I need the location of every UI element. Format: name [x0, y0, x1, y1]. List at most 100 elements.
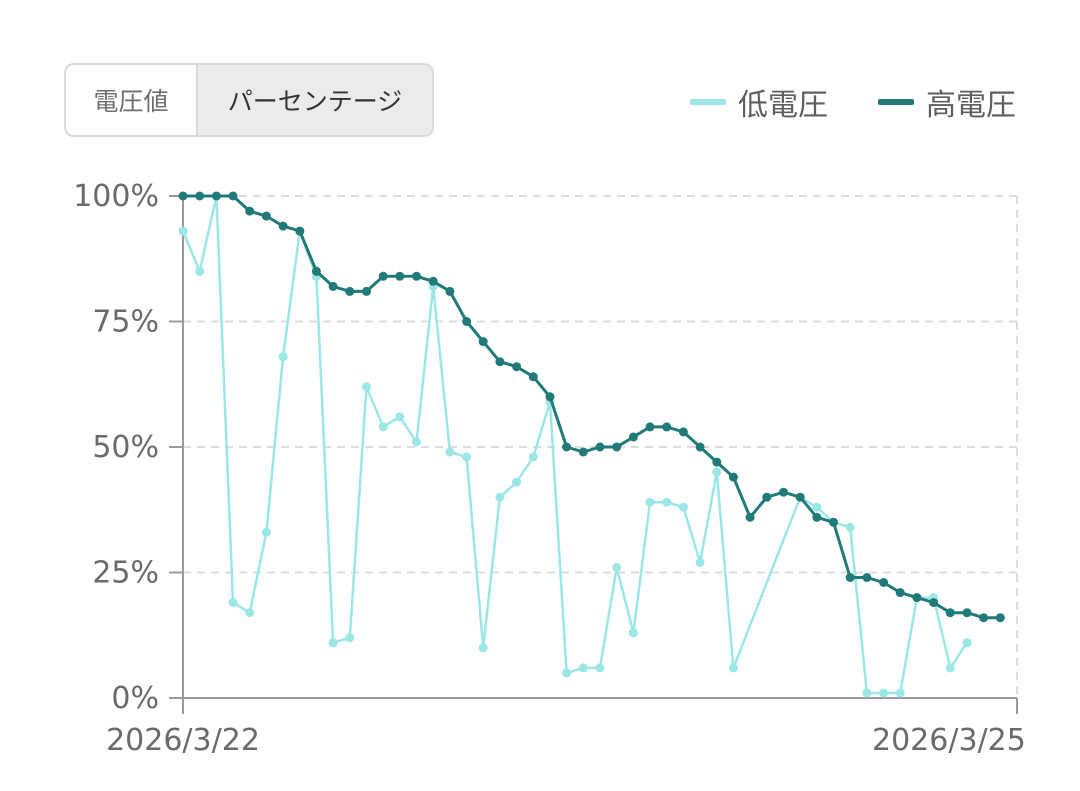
data-point[interactable] — [879, 688, 889, 698]
data-point[interactable] — [628, 432, 638, 442]
data-point[interactable] — [862, 573, 872, 582]
data-point[interactable] — [228, 191, 238, 201]
data-point[interactable] — [678, 502, 688, 512]
data-point[interactable] — [528, 372, 538, 382]
data-point[interactable] — [595, 663, 605, 673]
data-point[interactable] — [545, 392, 555, 402]
data-point[interactable] — [345, 286, 355, 296]
data-point[interactable] — [412, 271, 421, 281]
data-point[interactable] — [195, 266, 205, 276]
data-point[interactable] — [745, 512, 755, 522]
data-point[interactable] — [645, 497, 655, 507]
data-point[interactable] — [528, 452, 538, 462]
data-point[interactable] — [261, 211, 271, 221]
data-point[interactable] — [378, 422, 388, 432]
data-point[interactable] — [845, 522, 855, 532]
data-point[interactable] — [879, 578, 889, 587]
y-tick-label: 75% — [92, 305, 159, 340]
data-point[interactable] — [278, 221, 288, 231]
data-point[interactable] — [245, 608, 255, 618]
data-point[interactable] — [245, 206, 255, 216]
chart-legend: 低電圧 高電圧 — [640, 80, 1016, 124]
data-point[interactable] — [512, 362, 522, 372]
data-point[interactable] — [812, 512, 822, 522]
data-point[interactable] — [662, 497, 672, 507]
data-point[interactable] — [195, 191, 205, 201]
data-point[interactable] — [862, 688, 872, 698]
data-point[interactable] — [412, 437, 421, 447]
data-point[interactable] — [445, 286, 455, 296]
data-point[interactable] — [495, 492, 505, 502]
data-point[interactable] — [712, 467, 722, 477]
percentage-button[interactable]: パーセンテージ — [198, 65, 432, 135]
data-point[interactable] — [595, 442, 605, 452]
data-point[interactable] — [395, 271, 405, 281]
data-point[interactable] — [395, 412, 405, 422]
data-point[interactable] — [178, 191, 188, 201]
data-point[interactable] — [695, 558, 705, 567]
data-point[interactable] — [562, 442, 572, 452]
data-point[interactable] — [495, 357, 505, 367]
data-point[interactable] — [912, 593, 922, 603]
data-point[interactable] — [678, 427, 688, 437]
x-tick-label-start: 2026/3/22 — [106, 723, 260, 758]
low-voltage-swatch — [690, 99, 726, 105]
data-point[interactable] — [295, 226, 305, 236]
data-point[interactable] — [578, 447, 588, 457]
data-point[interactable] — [328, 638, 338, 648]
data-point[interactable] — [612, 563, 622, 572]
data-point[interactable] — [945, 608, 955, 618]
data-point[interactable] — [328, 281, 338, 291]
data-point[interactable] — [278, 352, 288, 362]
data-point[interactable] — [478, 643, 488, 653]
data-point[interactable] — [829, 517, 838, 527]
data-point[interactable] — [695, 442, 705, 452]
data-point[interactable] — [178, 226, 188, 236]
high-voltage-swatch — [878, 99, 914, 105]
data-point[interactable] — [628, 628, 638, 638]
display-mode-toggle: 電圧値 パーセンテージ — [64, 63, 434, 137]
data-point[interactable] — [895, 588, 905, 598]
data-point[interactable] — [311, 266, 321, 276]
data-point[interactable] — [578, 663, 588, 673]
data-point[interactable] — [645, 422, 655, 432]
data-point[interactable] — [779, 487, 788, 497]
data-point[interactable] — [762, 492, 772, 502]
data-point[interactable] — [362, 286, 371, 296]
legend-item-high-voltage[interactable]: 高電圧 — [878, 80, 1016, 124]
series-line — [183, 194, 1001, 620]
data-point[interactable] — [512, 477, 522, 487]
data-point[interactable] — [478, 337, 488, 347]
data-point[interactable] — [845, 573, 855, 582]
data-point[interactable] — [462, 317, 472, 326]
data-point[interactable] — [895, 688, 905, 698]
legend-item-low-voltage[interactable]: 低電圧 — [690, 80, 828, 124]
data-point[interactable] — [378, 271, 388, 281]
data-point[interactable] — [345, 633, 355, 643]
data-point[interactable] — [362, 382, 371, 392]
data-point[interactable] — [995, 613, 1005, 623]
data-point[interactable] — [728, 663, 738, 673]
data-point[interactable] — [712, 457, 722, 467]
data-point[interactable] — [662, 422, 672, 432]
data-point[interactable] — [945, 663, 955, 673]
series-low-voltage — [178, 191, 972, 698]
data-point[interactable] — [962, 638, 972, 648]
data-point[interactable] — [445, 447, 455, 457]
data-point[interactable] — [795, 492, 805, 502]
data-point[interactable] — [962, 608, 972, 618]
x-tick-label-end: 2026/3/25 — [872, 723, 1026, 758]
data-point[interactable] — [462, 452, 472, 462]
data-point[interactable] — [979, 613, 989, 623]
data-point[interactable] — [562, 668, 572, 678]
data-point[interactable] — [428, 276, 438, 286]
voltage-value-button[interactable]: 電圧値 — [66, 65, 198, 135]
data-point[interactable] — [929, 598, 939, 608]
data-point[interactable] — [211, 191, 221, 201]
data-point[interactable] — [812, 502, 822, 512]
data-point[interactable] — [261, 527, 271, 537]
data-point[interactable] — [728, 472, 738, 482]
data-point[interactable] — [612, 442, 622, 452]
data-point[interactable] — [228, 598, 238, 608]
